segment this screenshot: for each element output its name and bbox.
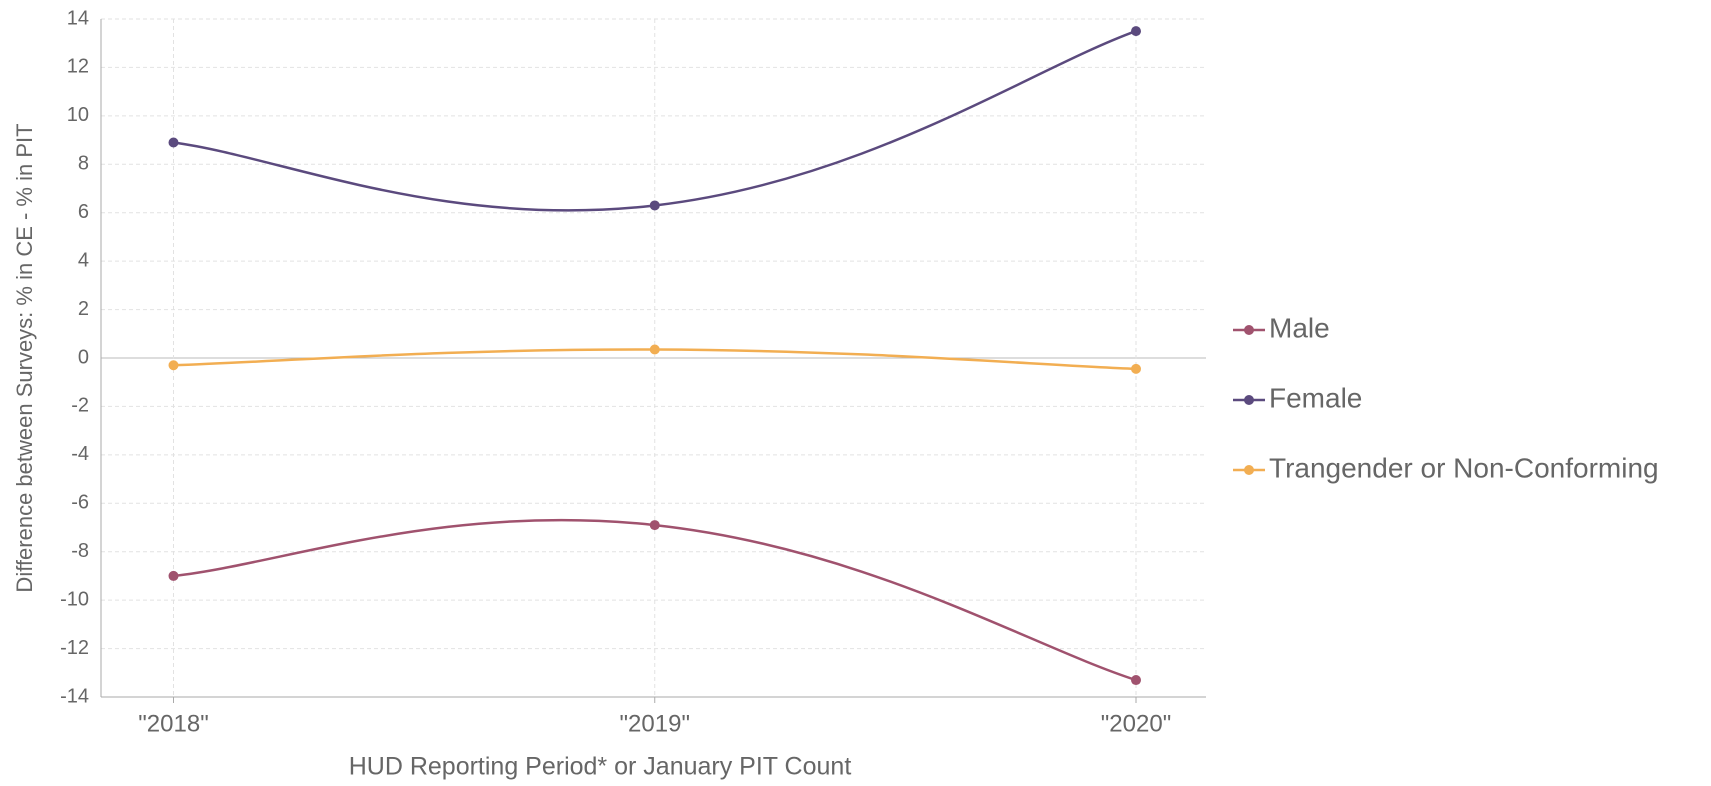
y-tick-label: 10: [67, 104, 89, 126]
point: [168, 137, 179, 148]
point: [1131, 675, 1141, 686]
y-tick-label: 2: [78, 298, 89, 320]
point: [1131, 363, 1141, 374]
point: [1131, 26, 1141, 37]
point: [649, 200, 660, 211]
y-axis-label: Difference between Surveys: % in CE - % …: [12, 123, 37, 592]
x-tick-label: "2019": [620, 710, 690, 737]
x-axis-label: HUD Reporting Period* or January PIT Cou…: [349, 753, 852, 781]
point: [649, 520, 660, 531]
y-tick-label: -8: [71, 540, 89, 562]
x-tick-label: "2018": [138, 710, 208, 737]
legend-label: Male: [1269, 312, 1330, 343]
y-tick-label: 4: [78, 249, 89, 271]
y-tick-label: -12: [60, 637, 89, 659]
legend-dot: [1244, 465, 1254, 475]
legend-label: Female: [1269, 382, 1362, 413]
y-tick-label: 12: [67, 56, 89, 78]
y-tick-label: -6: [71, 492, 89, 514]
y-tick-label: 8: [78, 153, 89, 175]
legend-label: Trangender or Non-Conforming: [1269, 452, 1659, 483]
y-tick-label: 0: [78, 346, 89, 368]
point: [168, 360, 179, 371]
y-tick-label: -2: [71, 395, 89, 417]
x-tick-label: "2020": [1101, 710, 1171, 737]
point: [649, 344, 660, 355]
y-tick-label: -14: [60, 685, 89, 707]
y-tick-label: -10: [60, 588, 89, 610]
legend-dot: [1244, 325, 1254, 335]
y-tick-label: 6: [78, 201, 89, 223]
y-tick-label: -4: [71, 443, 89, 465]
legend-dot: [1244, 395, 1254, 405]
y-tick-label: 14: [67, 7, 89, 29]
point: [168, 570, 179, 581]
